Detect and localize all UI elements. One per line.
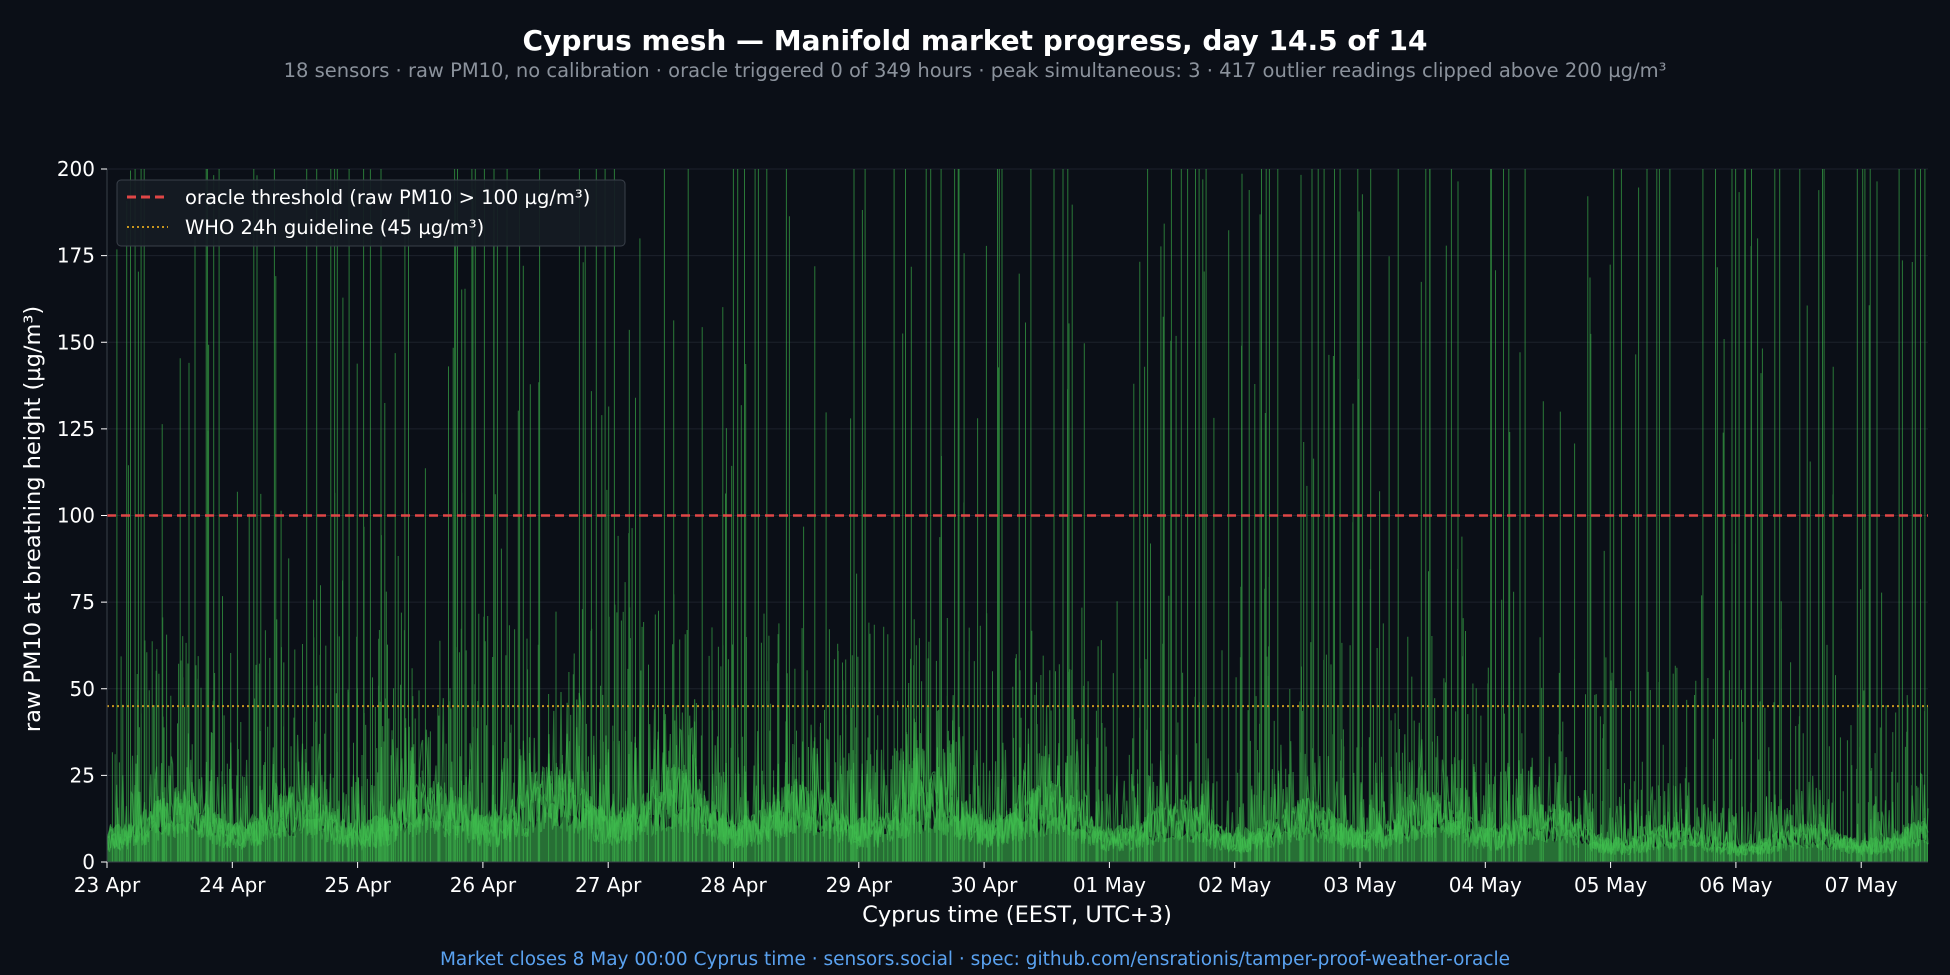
- x-tick-label: 29 Apr: [826, 873, 893, 897]
- chart-subtitle: 18 sensors · raw PM10, no calibration · …: [284, 59, 1667, 82]
- chart-title: Cyprus mesh — Manifold market progress, …: [523, 24, 1428, 57]
- x-tick-label: 23 Apr: [74, 873, 141, 897]
- x-tick-label: 05 May: [1574, 873, 1647, 897]
- x-tick-label: 30 Apr: [951, 873, 1018, 897]
- y-tick-label: 75: [70, 590, 95, 614]
- x-tick-label: 28 Apr: [700, 873, 767, 897]
- x-tick-label: 26 Apr: [450, 873, 517, 897]
- y-tick-label: 100: [57, 504, 95, 528]
- legend-box: [116, 179, 626, 247]
- x-tick-label: 02 May: [1198, 873, 1271, 897]
- x-tick-label: 27 Apr: [575, 873, 642, 897]
- x-tick-label: 04 May: [1449, 873, 1522, 897]
- legend-label-who-guideline: WHO 24h guideline (45 µg/m³): [185, 216, 484, 239]
- footer-note: Market closes 8 May 00:00 Cyprus time · …: [440, 949, 1510, 970]
- y-axis-label: raw PM10 at breathing height (µg/m³): [20, 306, 46, 732]
- x-tick-label: 06 May: [1699, 873, 1772, 897]
- x-tick-label: 01 May: [1073, 873, 1146, 897]
- y-tick-label: 175: [57, 244, 95, 268]
- y-tick-label: 25: [70, 763, 95, 787]
- legend-label-oracle-threshold: oracle threshold (raw PM10 > 100 µg/m³): [185, 186, 590, 209]
- y-tick-label: 150: [57, 330, 95, 354]
- x-tick-label: 24 Apr: [199, 873, 266, 897]
- legend: oracle threshold (raw PM10 > 100 µg/m³) …: [116, 179, 626, 247]
- x-axis-label: Cyprus time (EEST, UTC+3): [862, 902, 1172, 928]
- y-tick-label: 0: [82, 850, 95, 874]
- x-tick-label: 03 May: [1323, 873, 1396, 897]
- y-tick-label: 50: [70, 677, 95, 701]
- y-tick-label: 125: [57, 417, 95, 441]
- x-tick-label: 25 Apr: [324, 873, 391, 897]
- x-tick-label: 07 May: [1825, 873, 1898, 897]
- ticks: 0 25 50 75 100 125 150 175 200 23 Apr 24 Apr 25 Apr…: [57, 157, 1898, 897]
- reference-lines: [107, 514, 1928, 708]
- y-tick-label: 200: [57, 157, 95, 181]
